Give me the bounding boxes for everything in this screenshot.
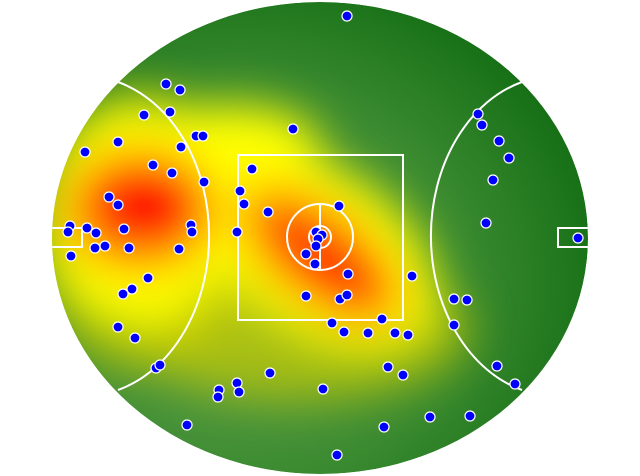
point (402, 329, 414, 341)
point (342, 268, 354, 280)
point (287, 123, 299, 135)
point (338, 326, 350, 338)
point (112, 199, 124, 211)
point (246, 163, 258, 175)
point (154, 359, 166, 371)
point (333, 200, 345, 212)
point (129, 332, 141, 344)
point (326, 317, 338, 329)
point (389, 327, 401, 339)
point (62, 226, 74, 238)
point (89, 242, 101, 254)
point (123, 242, 135, 254)
point (233, 386, 245, 398)
point (310, 240, 322, 252)
point (331, 449, 343, 461)
point (112, 321, 124, 333)
point (491, 360, 503, 372)
point (103, 191, 115, 203)
point (160, 78, 172, 90)
point (448, 319, 460, 331)
point (197, 130, 209, 142)
point (341, 289, 353, 301)
point (424, 411, 436, 423)
point (480, 217, 492, 229)
point (262, 206, 274, 218)
point (118, 223, 130, 235)
field (52, 2, 588, 474)
point (112, 136, 124, 148)
point (79, 146, 91, 158)
point (406, 270, 418, 282)
point (309, 258, 321, 270)
point (461, 294, 473, 306)
point (117, 288, 129, 300)
point (198, 176, 210, 188)
point (231, 226, 243, 238)
point (317, 383, 329, 395)
point (376, 313, 388, 325)
point (186, 226, 198, 238)
point (464, 410, 476, 422)
point (175, 141, 187, 153)
point (472, 108, 484, 120)
point (397, 369, 409, 381)
point (382, 361, 394, 373)
point (212, 391, 224, 403)
point (448, 293, 460, 305)
point (341, 10, 353, 22)
heat (52, 90, 470, 400)
points (62, 10, 584, 461)
point (264, 367, 276, 379)
point (300, 290, 312, 302)
point (126, 283, 138, 295)
point (378, 421, 390, 433)
point (362, 327, 374, 339)
point (234, 185, 246, 197)
point (142, 272, 154, 284)
point (231, 377, 243, 389)
point (65, 250, 77, 262)
point (166, 167, 178, 179)
point (503, 152, 515, 164)
point (174, 84, 186, 96)
point (147, 159, 159, 171)
point (81, 222, 93, 234)
point (487, 174, 499, 186)
point (300, 248, 312, 260)
point (173, 243, 185, 255)
point (90, 227, 102, 239)
point (99, 240, 111, 252)
point (138, 109, 150, 121)
point (238, 198, 250, 210)
point (181, 419, 193, 431)
point (476, 119, 488, 131)
point (164, 106, 176, 118)
point (509, 378, 521, 390)
point (493, 135, 505, 147)
point (572, 232, 584, 244)
